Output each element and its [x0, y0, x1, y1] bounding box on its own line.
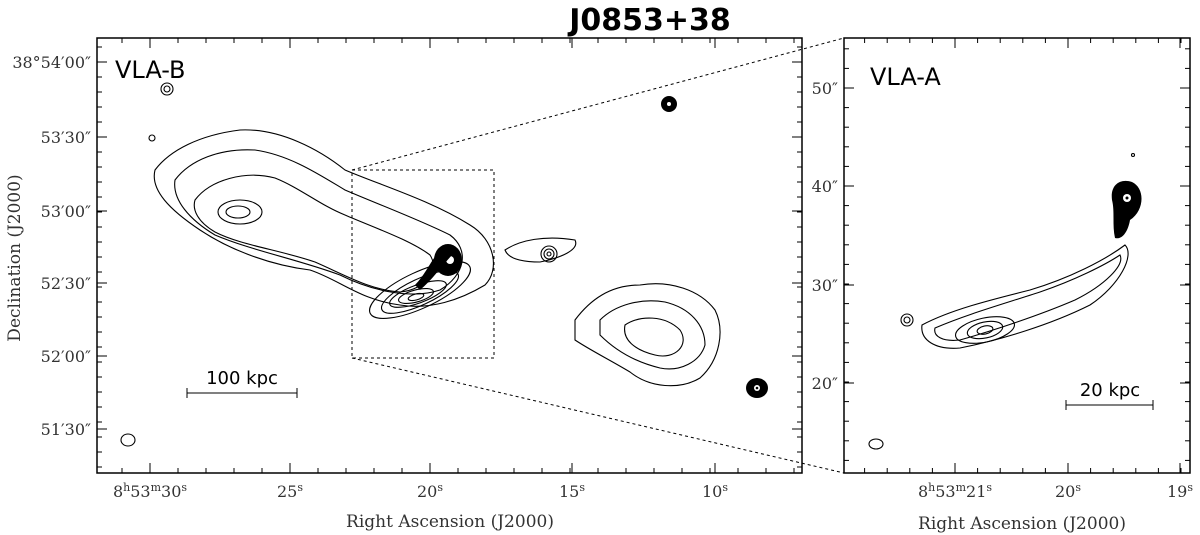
x-axis-title: Right Ascension (J2000)	[918, 514, 1126, 534]
tick-label-part: 21	[966, 482, 986, 501]
tick-label-part: 10	[702, 482, 722, 501]
tick-label-part: s	[1075, 481, 1081, 494]
x-tick-label: 20s	[1055, 481, 1081, 501]
panel-frame	[96, 37, 803, 474]
contours	[868, 152, 1142, 450]
y-tick-label: 38°54′00″	[12, 53, 91, 72]
x-tick-label: 8h53m21s	[918, 481, 992, 501]
tick-label-part: m	[151, 481, 162, 494]
tick-label-part: h	[928, 481, 935, 494]
y-tick-label: 51′30″	[41, 420, 91, 439]
tick-label-part: 8	[918, 482, 928, 501]
tick-label-part: 8	[113, 482, 123, 501]
tick-label-part: 15	[559, 482, 579, 501]
tick-label-part: 25	[277, 482, 297, 501]
x-axis-title: Right Ascension (J2000)	[346, 512, 554, 532]
panel-label: VLA-B	[115, 56, 186, 84]
contours	[120, 82, 768, 447]
x-tick-label: 20s	[417, 481, 443, 501]
y-axis-title: Declination (J2000)	[5, 174, 25, 341]
scale-label: 20 kpc	[1080, 380, 1140, 401]
x-tick-label: 19s	[1167, 481, 1193, 501]
y-tick-label: 53′00″	[41, 202, 91, 221]
y-tick-label: 53′30″	[41, 128, 91, 147]
tick-label-part: s	[986, 481, 992, 494]
tick-label-part: s	[579, 481, 585, 494]
x-tick-label: 10s	[702, 481, 728, 501]
tick-label-part: 20	[417, 482, 437, 501]
y-tick-label: 40″	[812, 177, 838, 196]
tick-label-part: s	[181, 481, 187, 494]
tick-label-part: s	[437, 481, 443, 494]
tick-label-part: 20	[1055, 482, 1075, 501]
tick-label-part: 30	[161, 482, 181, 501]
x-tick-label: 8h53m30s	[113, 481, 187, 501]
y-tick-label: 52′00″	[41, 347, 91, 366]
y-tick-label: 20″	[812, 374, 838, 393]
y-tick-label: 30″	[812, 276, 838, 295]
x-tick-label: 25s	[277, 481, 303, 501]
tick-label-part: 53	[935, 482, 955, 501]
tick-label-part: s	[297, 481, 303, 494]
tick-label-part: 19	[1167, 482, 1187, 501]
zoom-line	[351, 357, 845, 474]
x-tick-label: 15s	[559, 481, 585, 501]
zoom-line	[351, 37, 845, 171]
tick-label-part: s	[722, 481, 728, 494]
scale-label: 100 kpc	[206, 368, 278, 389]
tick-label-part: 53	[130, 482, 150, 501]
panel-frame	[843, 37, 1191, 474]
tick-label-part: s	[1187, 481, 1193, 494]
core	[369, 244, 471, 319]
panel-label: VLA-A	[870, 63, 941, 91]
y-tick-label: 50″	[812, 79, 838, 98]
tick-label-part: m	[956, 481, 967, 494]
tick-label-part: h	[123, 481, 130, 494]
y-tick-label: 52′30″	[41, 274, 91, 293]
title: J0853+38	[567, 3, 731, 38]
zoom-box	[351, 169, 495, 359]
